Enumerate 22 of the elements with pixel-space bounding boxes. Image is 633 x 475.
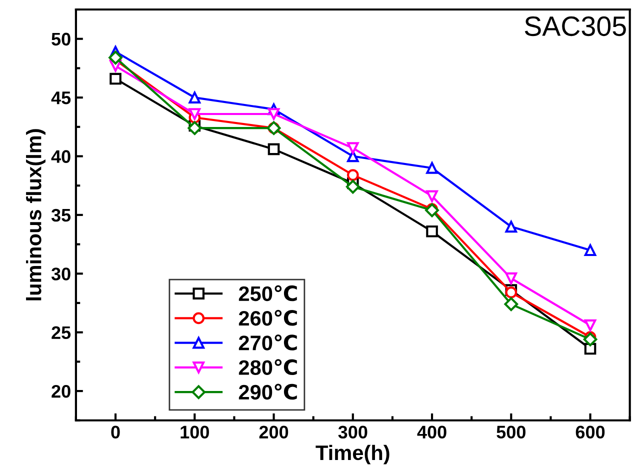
legend-label: 290℃	[238, 384, 297, 400]
x-tick-label: 600	[576, 426, 605, 438]
x-tick-label: 100	[180, 426, 209, 438]
annotation: SAC305	[524, 16, 626, 36]
legend-label: 260℃	[238, 310, 297, 326]
legend-label: 250℃	[238, 285, 297, 302]
y-tick-label: 45	[51, 92, 71, 104]
x-axis-title: Time(h)	[316, 444, 390, 464]
legend-label: 270℃	[238, 334, 297, 350]
y-axis-title: luminous flux(lm)	[26, 129, 46, 300]
y-tick-label: 20	[52, 384, 70, 398]
x-tick-label: 400	[417, 426, 446, 438]
legend-label: 280℃	[238, 359, 297, 376]
y-tick-label: 30	[51, 268, 70, 280]
x-tick-label: 0	[111, 426, 120, 438]
x-tick-label: 500	[496, 426, 526, 438]
y-tick-label: 25	[52, 326, 71, 340]
x-tick-label: 300	[338, 426, 368, 439]
y-tick-label: 35	[51, 208, 71, 222]
y-tick-label: 40	[51, 150, 70, 163]
x-tick-label: 200	[259, 426, 288, 438]
y-tick-label: 50	[52, 32, 70, 46]
